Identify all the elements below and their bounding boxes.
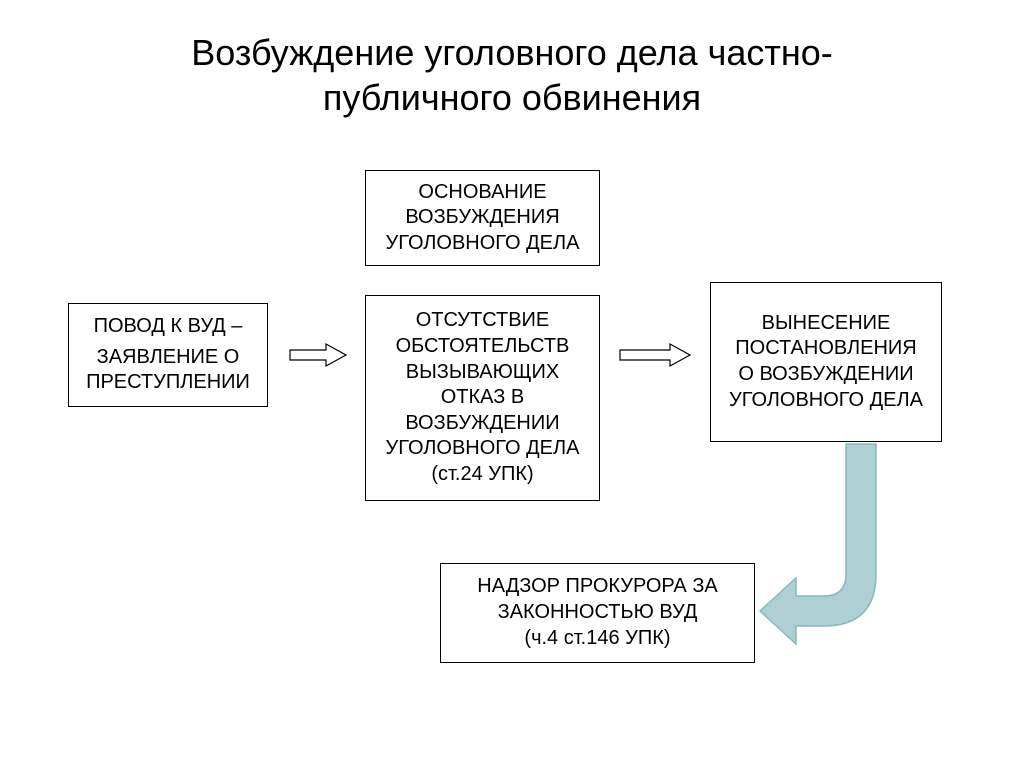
node-text: НАДЗОР ПРОКУРОРА ЗА ЗАКОННОСТЬЮ ВУД [455,574,740,625]
node-text: (ч.4 ст.146 УПК) [524,626,670,652]
node-nadzor: НАДЗОР ПРОКУРОРА ЗА ЗАКОННОСТЬЮ ВУД (ч.4… [440,563,755,663]
arrow-2 [620,344,690,366]
diagram-canvas: Возбуждение уголовного дела частно- публ… [0,0,1024,768]
node-text: ОСНОВАНИЕ ВОЗБУЖДЕНИЯ УГОЛОВНОГО ДЕЛА [380,180,585,257]
node-povod: ПОВОД К ВУД – ЗАЯВЛЕНИЕ О ПРЕСТУПЛЕНИИ [68,303,268,407]
node-otsutstvie: ОТСУТСТВИЕ ОБСТОЯТЕЛЬСТВ ВЫЗЫВАЮЩИХ ОТКА… [365,295,600,501]
node-text: ВЫНЕСЕНИЕ ПОСТАНОВЛЕНИЯ О ВОЗБУЖДЕНИИ УГ… [725,311,927,413]
node-text: ЗАЯВЛЕНИЕ О ПРЕСТУПЛЕНИИ [83,345,253,396]
node-osnovanie: ОСНОВАНИЕ ВОЗБУЖДЕНИЯ УГОЛОВНОГО ДЕЛА [365,170,600,266]
node-vynesenie: ВЫНЕСЕНИЕ ПОСТАНОВЛЕНИЯ О ВОЗБУЖДЕНИИ УГ… [710,282,942,442]
arrow-3 [760,444,900,644]
node-text: ПОВОД К ВУД – [94,314,243,340]
arrow-1 [290,344,346,366]
title-line-1: Возбуждение уголовного дела частно- [191,32,833,73]
diagram-title: Возбуждение уголовного дела частно- публ… [0,30,1024,120]
title-line-2: публичного обвинения [323,77,701,118]
node-text: ОТСУТСТВИЕ ОБСТОЯТЕЛЬСТВ ВЫЗЫВАЮЩИХ ОТКА… [380,308,585,487]
